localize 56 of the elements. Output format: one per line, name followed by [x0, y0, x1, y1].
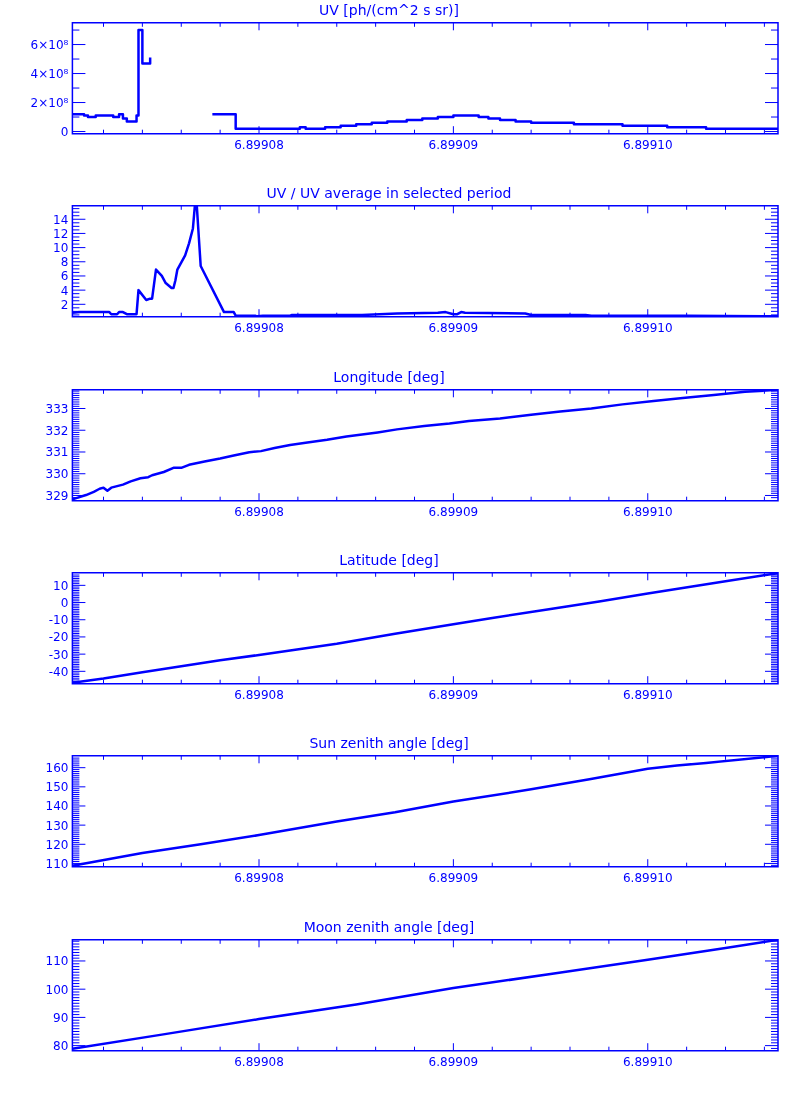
y-tick-label: -30: [48, 647, 69, 662]
y-tick-label: 329: [45, 488, 69, 503]
x-tick-label: 6.89909: [428, 871, 479, 886]
y-tick-label: 80: [53, 1039, 69, 1054]
y-tick-label: -40: [48, 664, 69, 679]
y-tick-label: 110: [45, 856, 69, 871]
x-tick-label: 6.89910: [622, 505, 673, 520]
x-tick-label: 6.89910: [622, 321, 673, 336]
x-tick-label: 6.89908: [234, 688, 284, 703]
y-tick-label: 333: [45, 401, 69, 416]
x-tick-label: 6.89908: [234, 1055, 284, 1070]
y-tick-label: 6: [60, 269, 69, 284]
y-tick-label: 140: [45, 799, 69, 814]
x-tick-label: 6.89908: [234, 505, 284, 520]
y-tick-label: 0: [60, 124, 69, 139]
y-tick-label: 14: [53, 212, 69, 227]
x-tick-label: 6.89910: [622, 871, 673, 886]
y-tick-label: 12: [53, 226, 69, 241]
y-tick-label: 6×10⁸: [30, 37, 69, 52]
y-tick-label: 331: [45, 445, 69, 460]
y-tick-label: 4×10⁸: [30, 66, 69, 81]
x-tick-label: 6.89909: [428, 688, 479, 703]
y-tick-label: -10: [48, 613, 69, 628]
chart-title: UV [ph/(cm^2 s sr)]: [319, 2, 459, 19]
y-tick-label: 332: [45, 423, 69, 438]
x-tick-label: 6.89908: [234, 871, 284, 886]
y-tick-label: 110: [45, 954, 69, 969]
y-tick-label: 4: [60, 283, 69, 298]
y-tick-label: 160: [45, 761, 69, 776]
y-tick-label: 2: [60, 297, 69, 312]
chart-title: Moon zenith angle [deg]: [303, 919, 475, 936]
y-tick-label: 10: [53, 578, 69, 593]
chart-title: UV / UV average in selected period: [266, 185, 512, 202]
x-tick-label: 6.89909: [428, 138, 479, 153]
x-tick-label: 6.89910: [622, 1055, 673, 1070]
x-tick-label: 6.89909: [428, 505, 479, 520]
chart-title: Longitude [deg]: [333, 369, 445, 386]
y-tick-label: 120: [45, 837, 69, 852]
x-tick-label: 6.89910: [622, 138, 673, 153]
x-tick-label: 6.89908: [234, 321, 284, 336]
y-tick-label: 10: [53, 241, 69, 256]
x-tick-label: 6.89910: [622, 688, 673, 703]
y-tick-label: 150: [45, 780, 69, 795]
chart-title: Latitude [deg]: [339, 552, 439, 569]
y-tick-label: 8: [60, 255, 69, 270]
y-tick-label: 130: [45, 818, 69, 833]
y-tick-label: 100: [45, 982, 69, 997]
y-tick-label: 0: [60, 595, 69, 610]
y-tick-label: -20: [48, 630, 69, 645]
y-tick-label: 90: [53, 1010, 69, 1025]
x-tick-label: 6.89908: [234, 138, 284, 153]
y-tick-label: 2×10⁸: [30, 95, 69, 110]
x-tick-label: 6.89909: [428, 321, 479, 336]
chart-title: Sun zenith angle [deg]: [309, 735, 469, 752]
y-tick-label: 330: [45, 467, 69, 482]
x-tick-label: 6.89909: [428, 1055, 479, 1070]
